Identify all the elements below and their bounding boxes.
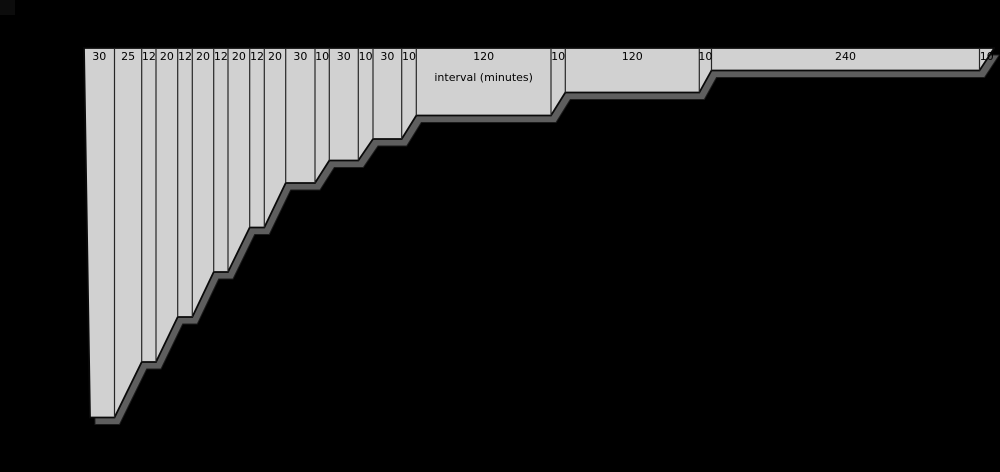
bar-label: 10: [698, 50, 712, 63]
bar-label: 25: [121, 50, 135, 63]
bar-label: 20: [268, 50, 282, 63]
bar-label: 30: [293, 50, 307, 63]
bar-label: 30: [380, 50, 394, 63]
bar-label: 30: [337, 50, 351, 63]
bar-label: 20: [232, 50, 246, 63]
bar-label: 20: [196, 50, 210, 63]
interval-axis-annotation: interval (minutes): [434, 71, 533, 84]
bar-label: 10: [402, 50, 416, 63]
bar-label: 10: [551, 50, 565, 63]
bar-label: 10: [315, 50, 329, 63]
bar-label: 10: [359, 50, 373, 63]
bar-label: 10: [980, 50, 994, 63]
bar-label: 12: [250, 50, 264, 63]
bar-label: 12: [178, 50, 192, 63]
bar-label: 12: [142, 50, 156, 63]
bar-label: 240: [835, 50, 856, 63]
bar-label: 20: [160, 50, 174, 63]
bar-label: 12: [214, 50, 228, 63]
chart-shape: [83, 47, 995, 419]
bar-label: 120: [622, 50, 643, 63]
corner-artifact-square: [0, 0, 15, 15]
bar-label: 120: [473, 50, 494, 63]
bar-label: 30: [92, 50, 106, 63]
